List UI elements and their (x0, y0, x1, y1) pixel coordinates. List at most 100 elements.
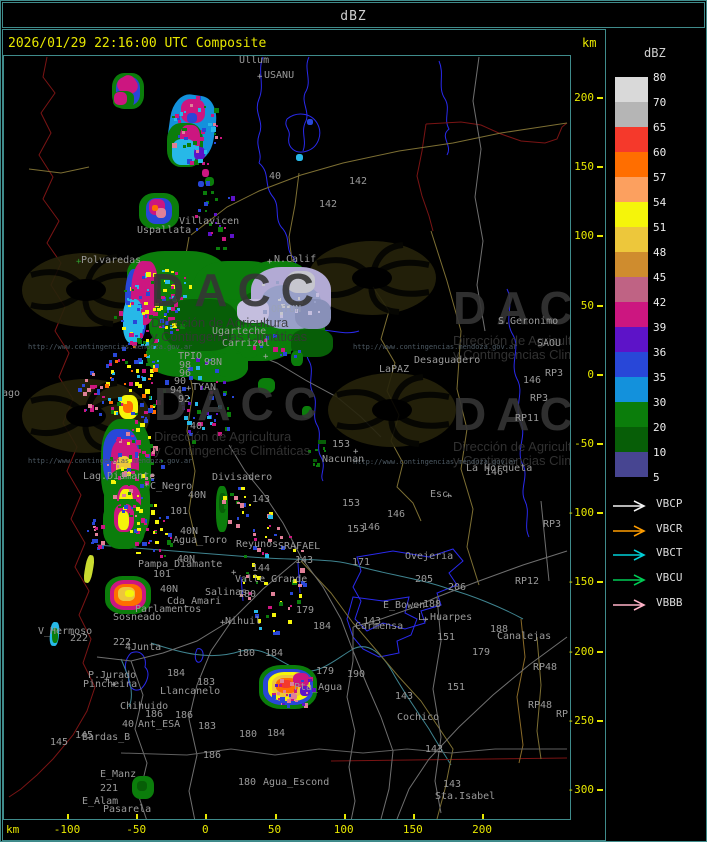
radar-echo-pixel (131, 288, 135, 292)
dbz-swatch (615, 302, 648, 327)
vector-legend-label: VBCT (656, 546, 683, 560)
map-boundary-line (188, 556, 302, 819)
radar-echo-pixel (195, 145, 200, 150)
map-boundary-line (516, 618, 526, 764)
map-place-label: 180 (238, 589, 257, 600)
radar-echo-pixel (279, 353, 282, 357)
map-place-label: 40N (180, 526, 199, 537)
radar-echo-pixel (280, 322, 285, 326)
radar-echo-pixel (287, 350, 291, 354)
radar-echo-pixel (117, 475, 122, 480)
y-axis-tick-label: -150 (567, 575, 595, 589)
radar-echo-pixel (275, 321, 279, 325)
radar-echo-pixel (315, 293, 320, 297)
dbz-swatch (615, 127, 648, 152)
radar-echo-pixel (136, 521, 140, 525)
map-boundary-line (300, 556, 394, 819)
radar-echo-pixel (213, 123, 216, 126)
radar-echo-pixel (144, 419, 149, 424)
radar-echo-pixel (132, 341, 137, 347)
radar-echo-pixel (300, 700, 304, 704)
radar-echo-pixel (122, 472, 127, 477)
radar-echo-pixel (117, 453, 122, 458)
radar-echo-pixel (149, 503, 154, 507)
radar-map-viewport[interactable]: DACC Dirección de Agricultura y Contingen… (3, 55, 571, 820)
radar-echo-pixel (110, 370, 115, 374)
map-place-label: Sta.Isabel (435, 791, 496, 802)
radar-echo (287, 271, 315, 293)
map-place-label: Pta_Agua (294, 682, 343, 693)
map-boundary-line (297, 562, 301, 594)
map-boundary-line (540, 500, 550, 582)
map-place-label: Salinas (205, 587, 248, 598)
radar-echo-pixel (155, 302, 160, 307)
map-place-label: ORTUN (271, 304, 302, 315)
radar-echo-pixel (141, 368, 146, 373)
radar-echo-pixel (273, 353, 278, 358)
map-place-label: 143 (252, 494, 271, 505)
dbz-scale-label: 42 (653, 296, 667, 309)
map-place-label: Cda_Amari (167, 596, 222, 607)
radar-echo-pixel (139, 334, 144, 338)
vector-legend-label: VBBB (656, 595, 683, 609)
radar-echo-pixel (227, 407, 230, 410)
map-town-marker: + (267, 257, 273, 267)
map-boundary-line (130, 660, 148, 819)
radar-echo-pixel (289, 591, 293, 595)
map-place-label: 101 (170, 506, 189, 517)
radar-echo-pixel (109, 457, 113, 461)
radar-echo-pixel (252, 545, 258, 551)
radar-echo-pixel (190, 161, 195, 166)
radar-echo-pixel (284, 280, 289, 285)
radar-echo-pixel (231, 396, 234, 399)
radar-echo-pixel (296, 600, 301, 605)
radar-echo-pixel (115, 412, 118, 415)
radar-echo-pixel (214, 213, 218, 217)
radar-echo-pixel (139, 360, 143, 365)
radar-echo-pixel (136, 374, 141, 379)
radar-echo-pixel (246, 513, 250, 517)
radar-echo-pixel (211, 114, 214, 117)
radar-echo-pixel (146, 481, 149, 485)
radar-echo-pixel (220, 136, 223, 139)
radar-echo-pixel (92, 521, 96, 525)
radar-echo-pixel (136, 529, 140, 534)
radar-echo-pixel (272, 342, 277, 348)
x-axis-unit: km (6, 823, 20, 836)
radar-echo-pixel (184, 131, 188, 135)
radar-echo-pixel (252, 528, 256, 532)
radar-echo-pixel (146, 362, 150, 367)
radar-echo-pixel (183, 276, 186, 279)
radar-echo-pixel (214, 419, 217, 422)
radar-echo-pixel (191, 439, 196, 444)
radar-echo-pixel (140, 402, 144, 407)
radar-echo-pixel (141, 415, 144, 419)
map-place-label: N.Calif (274, 254, 317, 265)
dbz-scale-label: 65 (653, 121, 667, 134)
radar-echo-pixel (116, 465, 119, 468)
map-place-label: RP12 (515, 576, 540, 587)
dbz-scale-label: 80 (653, 71, 667, 84)
radar-echo-pixel (101, 524, 105, 529)
radar-echo-pixel (187, 402, 191, 406)
radar-echo-pixel (131, 434, 134, 438)
radar-echo-pixel (258, 306, 261, 309)
radar-echo-pixel (89, 370, 94, 375)
radar-echo-pixel (129, 533, 133, 538)
radar-echo-pixel (135, 369, 140, 373)
radar-echo-pixel (187, 421, 192, 426)
radar-echo-pixel (153, 404, 157, 408)
radar-echo-pixel (271, 693, 276, 698)
map-place-label: 146 (362, 522, 381, 533)
map-place-label: TYAN (192, 382, 217, 393)
radar-echo-pixel (291, 699, 294, 702)
radar-echo-pixel (176, 116, 181, 120)
radar-echo-pixel (193, 141, 197, 145)
radar-echo-pixel (287, 607, 291, 610)
radar-echo-pixel (127, 491, 131, 495)
title-bar: dBZ (2, 2, 705, 28)
radar-echo-pixel (162, 520, 165, 523)
radar-echo-pixel (180, 324, 185, 329)
radar-echo-pixel (188, 133, 193, 137)
